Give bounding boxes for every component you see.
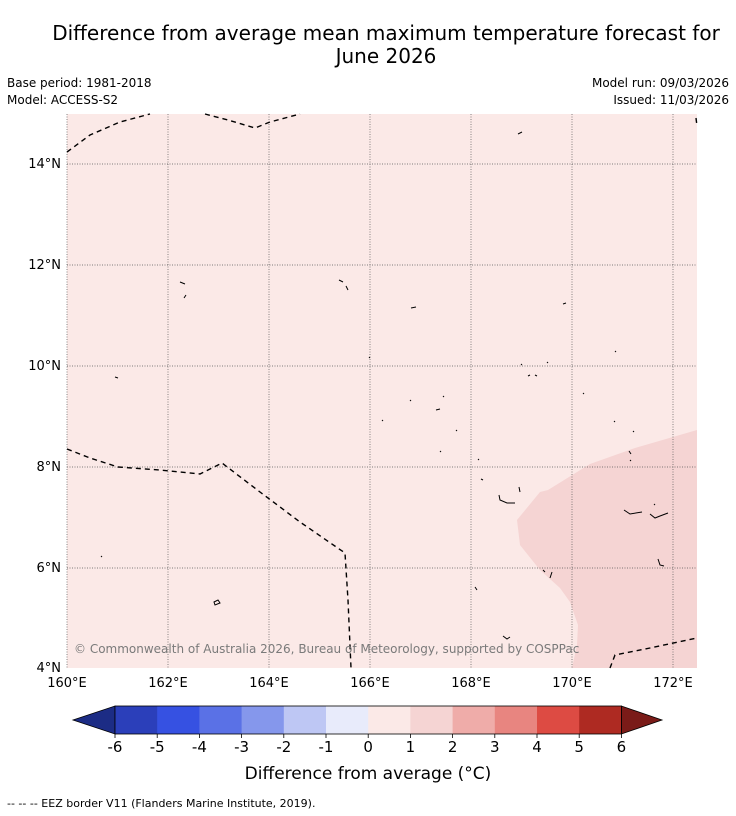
colorbar-tick-label: -6 (108, 738, 123, 756)
lon-label: 168°E (451, 676, 491, 691)
colorbar-bin (368, 706, 411, 734)
colorbar-tick-label: -3 (234, 738, 249, 756)
colorbar-bin (283, 706, 327, 734)
lat-label: 12°N (28, 258, 61, 273)
longitude-labels: 160°E 162°E 164°E 166°E 168°E 170°E 172°E (47, 676, 693, 691)
lat-label: 10°N (28, 359, 61, 374)
colorbar-tick-label: 6 (617, 738, 627, 756)
colorbar-extend-high (621, 705, 664, 735)
colorbar-bin (410, 706, 454, 734)
islands (100, 131, 669, 640)
colorbar-title: Difference from average (°C) (244, 764, 492, 784)
colorbar-tick-label: -4 (192, 738, 207, 756)
colorbar-bin (241, 706, 285, 734)
colorbar-tick-label: 5 (574, 738, 584, 756)
lon-label: 164°E (249, 676, 289, 691)
colorbar-bin (115, 706, 158, 734)
gridlines (66, 114, 697, 668)
issued-date: Issued: 11/03/2026 (613, 93, 729, 107)
anomaly-region (517, 430, 697, 668)
colorbar-tick-label: 4 (532, 738, 542, 756)
colorbar-tick-label: 1 (406, 738, 416, 756)
colorbar-tick-label: -1 (319, 738, 334, 756)
lat-label: 8°N (37, 460, 62, 475)
copyright-text: © Commonwealth of Australia 2026, Bureau… (74, 642, 579, 656)
lat-label: 14°N (28, 157, 61, 172)
colorbar-bin (579, 706, 622, 734)
colorbar-tick-label: 2 (448, 738, 458, 756)
lat-label: 4°N (37, 661, 62, 676)
chart-title: Difference from average mean maximum tem… (52, 21, 720, 68)
colorbar-bin (157, 706, 200, 734)
lon-label: 160°E (47, 676, 87, 691)
lon-label: 170°E (552, 676, 592, 691)
colorbar-tick-label: 0 (363, 738, 373, 756)
colorbar-bin (537, 706, 580, 734)
eez-borders (66, 113, 698, 669)
legend-note: -- -- -- EEZ border V11 (Flanders Marine… (7, 797, 316, 810)
meta-right: Model run: 09/03/2026 Issued: 11/03/2026 (592, 75, 729, 109)
colorbar-bin (494, 706, 538, 734)
colorbar-bin (199, 706, 243, 734)
colorbar (71, 705, 664, 735)
lon-label: 172°E (653, 676, 693, 691)
colorbar-tick-label: -5 (150, 738, 165, 756)
lat-label: 6°N (37, 561, 62, 576)
model-name: Model: ACCESS-S2 (7, 93, 119, 107)
lon-label: 162°E (148, 676, 188, 691)
base-period: Base period: 1981-2018 (7, 76, 152, 90)
colorbar-extend-low (71, 705, 116, 735)
meta-left: Base period: 1981-2018 Model: ACCESS-S2 (7, 75, 152, 109)
colorbar-tick-label: 3 (490, 738, 500, 756)
model-run: Model run: 09/03/2026 (591, 76, 729, 90)
colorbar-bin (452, 706, 496, 734)
lon-label: 166°E (350, 676, 390, 691)
colorbar-tick-label: -2 (276, 738, 291, 756)
colorbar-ticks: -6 -5 -4 -3 -2 -1 0 1 2 3 4 5 6 (108, 734, 627, 756)
latitude-labels: 14°N 12°N 10°N 8°N 6°N 4°N (28, 157, 61, 676)
colorbar-bin (326, 706, 369, 734)
